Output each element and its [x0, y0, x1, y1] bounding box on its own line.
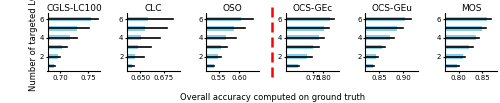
Bar — [48, 35, 70, 40]
Bar — [48, 54, 58, 59]
Bar — [365, 35, 390, 40]
Bar — [286, 17, 330, 21]
Title: OCS-GEu: OCS-GEu — [371, 4, 412, 13]
Bar — [48, 64, 54, 68]
Bar — [444, 35, 476, 40]
Bar — [127, 17, 148, 21]
Bar — [286, 64, 298, 68]
Bar — [444, 26, 482, 31]
Bar — [444, 17, 487, 21]
Title: CLC: CLC — [144, 4, 162, 13]
Title: OSO: OSO — [223, 4, 242, 13]
Bar — [206, 64, 214, 68]
Bar — [48, 17, 91, 21]
Bar — [127, 64, 132, 68]
Bar — [127, 35, 141, 40]
Bar — [365, 45, 382, 50]
Text: Overall accuracy computed on ground truth: Overall accuracy computed on ground trut… — [180, 93, 365, 102]
Bar — [286, 45, 313, 50]
Bar — [206, 26, 234, 31]
Bar — [444, 64, 458, 68]
Bar — [127, 54, 136, 59]
Bar — [444, 45, 469, 50]
Bar — [127, 26, 145, 31]
Title: CGLS-LC100: CGLS-LC100 — [46, 4, 102, 13]
Bar — [365, 26, 398, 31]
Bar — [286, 35, 319, 40]
Bar — [48, 26, 77, 31]
Bar — [206, 45, 221, 50]
Bar — [365, 17, 406, 21]
Bar — [365, 54, 376, 59]
Title: MOS: MOS — [461, 4, 481, 13]
Bar — [206, 35, 226, 40]
Bar — [206, 17, 241, 21]
Bar — [206, 54, 218, 59]
Bar — [48, 45, 62, 50]
Bar — [286, 54, 307, 59]
Bar — [444, 54, 464, 59]
Bar — [286, 26, 325, 31]
Bar — [365, 64, 372, 68]
Y-axis label: Number of targeted LC: Number of targeted LC — [29, 0, 38, 91]
Bar — [127, 45, 138, 50]
Title: OCS-GEc: OCS-GEc — [292, 4, 333, 13]
